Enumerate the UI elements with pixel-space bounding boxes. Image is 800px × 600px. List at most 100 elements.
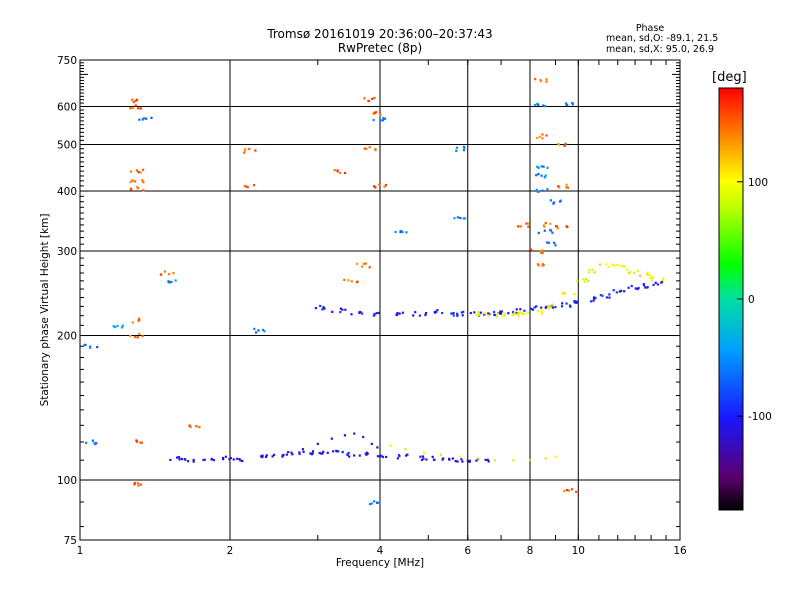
- data-point: [243, 149, 246, 152]
- data-point: [523, 309, 526, 312]
- data-point: [616, 264, 619, 267]
- data-point: [131, 106, 135, 110]
- x-tick-label: 6: [464, 545, 471, 557]
- data-point: [459, 216, 462, 220]
- y-tick-label: 200: [57, 331, 77, 343]
- data-point: [539, 250, 542, 254]
- data-point: [549, 222, 552, 225]
- data-point: [137, 171, 140, 174]
- data-point: [622, 264, 625, 268]
- data-point: [519, 308, 522, 311]
- data-point: [469, 311, 472, 315]
- data-point: [264, 455, 268, 459]
- data-point: [141, 168, 145, 171]
- data-point: [322, 450, 325, 453]
- data-point: [401, 311, 404, 314]
- data-point: [638, 274, 642, 277]
- data-point: [138, 319, 141, 322]
- y-axis: 75 100 200 300 400 500 600 750: [57, 55, 680, 547]
- data-point: [419, 455, 422, 458]
- data-point: [309, 452, 312, 455]
- data-point: [422, 457, 425, 460]
- data-point: [180, 457, 183, 461]
- data-point: [421, 455, 425, 458]
- data-point: [285, 453, 288, 456]
- data-point: [593, 271, 597, 274]
- data-point: [368, 146, 371, 149]
- data-point: [543, 225, 546, 228]
- data-point: [210, 458, 213, 461]
- data-point: [519, 311, 522, 314]
- data-point: [648, 273, 651, 277]
- data-point: [353, 454, 356, 457]
- data-point: [142, 181, 145, 184]
- data-point: [535, 188, 538, 191]
- data-point: [456, 216, 459, 219]
- data-point: [541, 264, 544, 267]
- data-point: [326, 451, 329, 454]
- data-point: [93, 441, 96, 445]
- data-point: [547, 307, 551, 310]
- data-point: [433, 458, 436, 461]
- data-point: [398, 312, 401, 315]
- data-point: [605, 263, 608, 266]
- data-point: [287, 451, 290, 454]
- data-point: [394, 230, 397, 234]
- data-point: [337, 450, 340, 453]
- data-point: [135, 439, 138, 442]
- data-point: [493, 459, 497, 462]
- data-point: [84, 343, 87, 346]
- data-point: [322, 306, 325, 309]
- chart-subtitle: RwPretec (8p): [337, 41, 423, 55]
- data-point: [140, 441, 143, 444]
- data-point: [541, 249, 544, 252]
- data-point: [545, 78, 548, 81]
- data-point: [425, 458, 428, 461]
- data-point: [347, 279, 350, 282]
- data-point: [587, 268, 591, 271]
- data-point: [452, 314, 455, 317]
- data-point: [493, 310, 496, 314]
- data-point: [370, 97, 374, 101]
- data-point: [112, 325, 115, 328]
- data-point: [540, 80, 543, 83]
- data-point: [551, 303, 554, 306]
- data-point: [138, 118, 141, 121]
- data-point: [135, 169, 139, 172]
- data-point: [131, 98, 134, 101]
- data-point: [591, 268, 594, 272]
- data-point: [139, 441, 142, 444]
- data-point: [555, 225, 558, 228]
- data-point: [372, 112, 375, 115]
- data-point: [654, 281, 657, 284]
- data-point: [136, 440, 139, 443]
- data-point: [135, 185, 139, 189]
- data-point: [120, 326, 124, 329]
- data-point: [461, 460, 464, 463]
- data-point: [652, 283, 655, 287]
- data-point: [527, 222, 530, 225]
- data-point: [341, 308, 344, 311]
- data-point: [139, 171, 142, 174]
- data-point: [547, 241, 551, 244]
- data-point: [529, 307, 533, 310]
- data-point: [361, 312, 364, 315]
- data-point: [241, 459, 244, 463]
- data-point: [633, 271, 636, 275]
- data-point: [496, 312, 499, 315]
- data-point: [311, 452, 314, 455]
- data-point: [298, 452, 301, 456]
- data-point: [323, 307, 326, 310]
- data-point: [541, 137, 544, 140]
- data-point: [542, 165, 545, 168]
- data-point: [401, 230, 404, 234]
- data-point: [574, 301, 577, 304]
- data-point: [168, 273, 171, 276]
- data-point: [486, 458, 489, 461]
- data-point: [452, 312, 455, 315]
- data-point: [550, 305, 553, 308]
- series-x-trace-low-yellow-100-deg-: [389, 444, 557, 462]
- data-point: [499, 312, 502, 315]
- data-point: [479, 311, 482, 314]
- data-point: [170, 280, 173, 284]
